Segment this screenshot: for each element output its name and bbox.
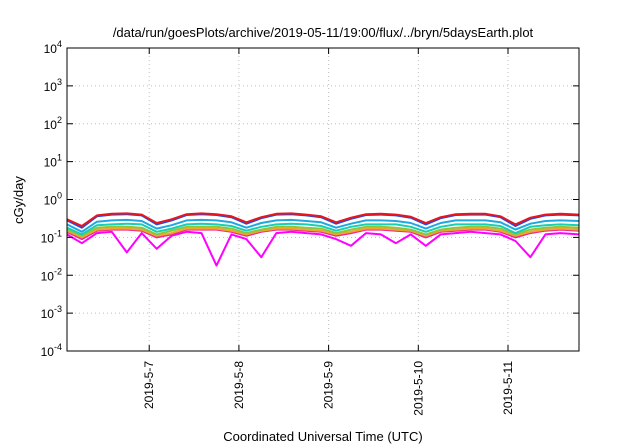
y-tick-label: 100 — [44, 191, 62, 208]
series-line — [66, 222, 580, 236]
series-lines — [66, 212, 580, 267]
x-tick-label: 2019-5-11 — [501, 361, 515, 415]
x-tick-label: 2019-5-7 — [142, 361, 156, 409]
x-tick-label: 2019-5-10 — [411, 361, 425, 416]
y-tick-label: 102 — [44, 115, 62, 132]
y-tick-label: 104 — [44, 39, 62, 56]
x-axis: 2019-5-7 2019-5-8 2019-5-9 2019-5-10 2019-5-… — [142, 48, 515, 416]
y-tick-label: 103 — [44, 77, 62, 94]
grid — [67, 48, 579, 351]
series-line — [66, 230, 580, 267]
x-tick-label: 2019-5-9 — [322, 361, 336, 409]
y-tick-label: 10-1 — [41, 228, 62, 245]
series-line — [66, 227, 580, 239]
x-axis-label: Coordinated Universal Time (UTC) — [223, 429, 422, 444]
series-line — [66, 212, 580, 227]
y-axis-label: cGy/day — [11, 176, 26, 224]
chart-title: /data/run/goesPlots/archive/2019-05-11/1… — [113, 25, 534, 40]
series-line — [66, 225, 580, 237]
y-tick-label: 10-2 — [41, 266, 62, 283]
y-tick-label: 10-3 — [41, 304, 62, 321]
x-tick-label: 2019-5-8 — [232, 361, 246, 409]
y-tick-label: 10-4 — [41, 342, 62, 359]
series-line — [66, 218, 580, 233]
y-tick-label: 101 — [44, 153, 62, 170]
y-axis: 10-4 10-3 10-2 10-1 100 101 102 103 104 — [41, 39, 579, 359]
series-line — [66, 228, 580, 241]
